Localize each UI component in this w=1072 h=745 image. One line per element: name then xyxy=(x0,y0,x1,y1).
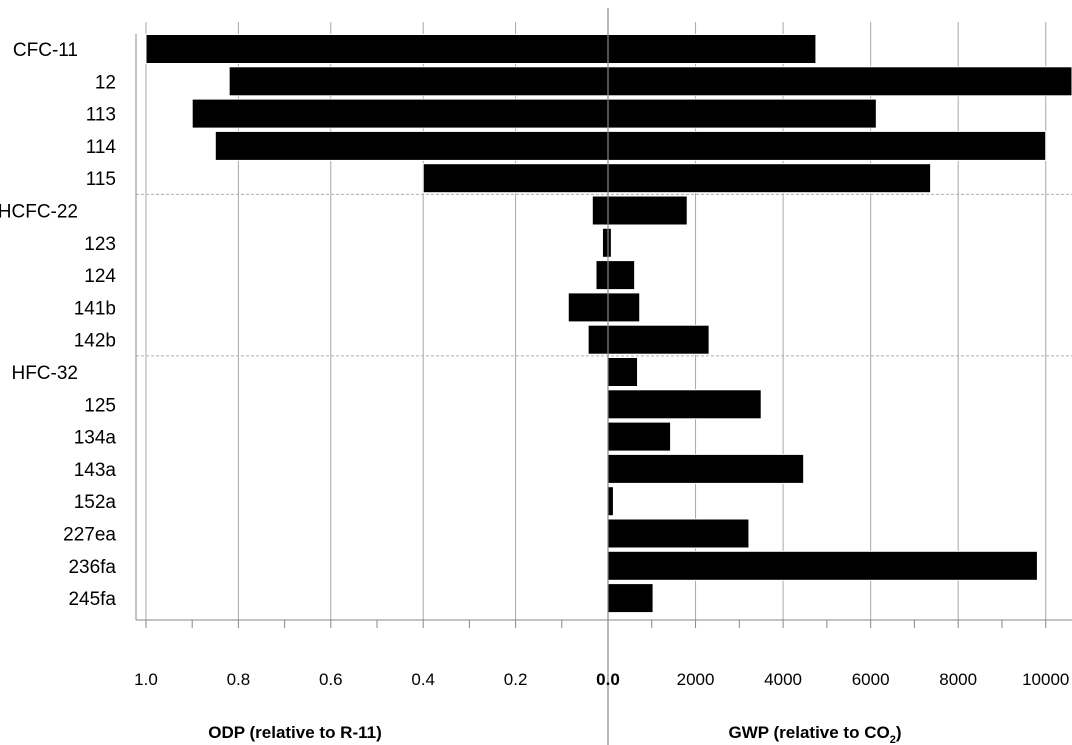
odp-tick-label-0: 1.0 xyxy=(134,670,158,689)
gwp-axis-title-subscript: 2 xyxy=(890,734,896,745)
odp-bar-6 xyxy=(601,227,609,258)
odp-bar-8 xyxy=(567,292,609,323)
category-label-13: 143a xyxy=(74,460,117,481)
gwp-bar-9 xyxy=(607,324,710,355)
gwp-bar-0 xyxy=(607,34,817,64)
category-label-3: 114 xyxy=(86,137,117,158)
gwp-axis-title-end: ) xyxy=(896,723,902,742)
gwp-tick-label-2: 6000 xyxy=(852,670,890,689)
odp-bar-9 xyxy=(587,324,609,355)
odp-bar-3 xyxy=(214,130,609,161)
gwp-bar-11 xyxy=(607,389,762,420)
category-label-1: 12 xyxy=(95,72,116,93)
category-label-7: 124 xyxy=(84,266,116,287)
odp-bar-7 xyxy=(595,260,609,291)
odp-tick-label-1: 0.8 xyxy=(227,670,251,689)
category-label-17: 245fa xyxy=(68,589,116,610)
tick-labels: 1.0 0.8 0.6 0.4 0.2 0.0 2000 4000 6000 8000 10000 xyxy=(134,670,1069,689)
category-label-5: HCFC-22 xyxy=(0,202,78,223)
category-label-6: 123 xyxy=(84,234,116,255)
gwp-bar-12 xyxy=(607,421,672,452)
gwp-axis-title: GWP (relative to CO2) xyxy=(728,723,901,745)
category-labels: CFC-11 12 113 114 115 HCFC-22 123 124 141b 142b HF… xyxy=(0,40,116,610)
bars xyxy=(145,34,1072,614)
odp-bar-5 xyxy=(591,195,609,226)
category-label-16: 236fa xyxy=(68,557,116,578)
category-label-11: 125 xyxy=(84,395,116,416)
gwp-bar-2 xyxy=(607,98,877,129)
category-label-10: HFC-32 xyxy=(11,363,78,384)
gwp-bar-8 xyxy=(607,292,641,323)
category-label-0: CFC-11 xyxy=(13,40,78,61)
odp-tick-label-2: 0.6 xyxy=(319,670,343,689)
category-label-15: 227ea xyxy=(63,525,116,546)
odp-bar-1 xyxy=(228,66,609,97)
gwp-bar-14 xyxy=(607,486,614,517)
gwp-bar-7 xyxy=(607,260,636,291)
category-label-9: 142b xyxy=(74,331,116,352)
category-label-12: 134a xyxy=(74,428,117,449)
gwp-bar-13 xyxy=(607,453,805,484)
gwp-bar-15 xyxy=(607,518,750,549)
gwp-bar-17 xyxy=(607,583,654,614)
gwp-bar-16 xyxy=(607,550,1038,581)
gwp-axis-title-main: GWP (relative to CO xyxy=(728,723,889,742)
category-label-4: 115 xyxy=(86,169,116,190)
gwp-bar-3 xyxy=(607,130,1047,161)
odp-tick-label-5: 0.0 xyxy=(596,670,620,689)
odp-bar-2 xyxy=(191,98,609,129)
odp-bar-4 xyxy=(422,163,609,194)
gwp-bar-1 xyxy=(607,66,1072,97)
gwp-tick-label-4: 10000 xyxy=(1022,670,1069,689)
gwp-bar-5 xyxy=(607,195,688,226)
category-label-2: 113 xyxy=(86,105,116,126)
gwp-bar-10 xyxy=(607,357,639,387)
odp-tick-label-4: 0.2 xyxy=(504,670,528,689)
category-label-14: 152a xyxy=(74,492,117,513)
axes xyxy=(135,8,1072,745)
gwp-bar-4 xyxy=(607,163,932,194)
gwp-tick-label-1: 4000 xyxy=(764,670,802,689)
gwp-tick-label-3: 8000 xyxy=(939,670,977,689)
odp-bar-0 xyxy=(145,34,609,64)
gwp-tick-label-0: 2000 xyxy=(677,670,715,689)
category-label-8: 141b xyxy=(74,298,116,319)
odp-tick-label-3: 0.4 xyxy=(411,670,435,689)
odp-axis-title: ODP (relative to R-11) xyxy=(208,723,382,742)
